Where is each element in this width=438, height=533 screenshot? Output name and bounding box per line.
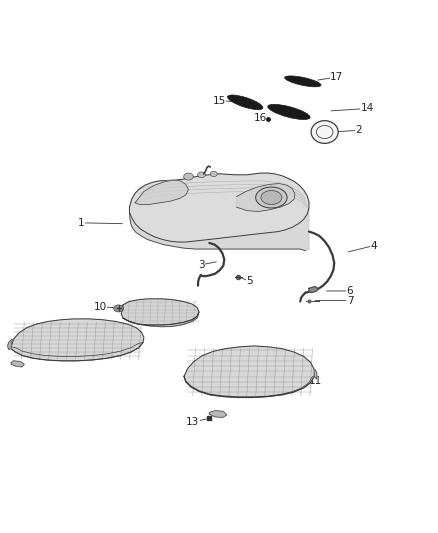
Polygon shape (314, 369, 317, 379)
Ellipse shape (311, 120, 338, 143)
Text: 10: 10 (94, 302, 107, 312)
Text: 14: 14 (361, 103, 374, 114)
Polygon shape (209, 410, 227, 417)
Text: 16: 16 (254, 113, 268, 123)
Text: 4: 4 (371, 240, 377, 251)
Text: 1: 1 (78, 218, 85, 228)
Text: 12: 12 (33, 340, 46, 350)
Text: 8: 8 (181, 302, 187, 312)
Polygon shape (184, 346, 314, 398)
Ellipse shape (316, 125, 333, 139)
Polygon shape (309, 287, 318, 293)
Polygon shape (11, 319, 144, 361)
Text: 5: 5 (246, 276, 253, 286)
Polygon shape (8, 339, 14, 350)
Polygon shape (135, 180, 188, 205)
Text: 3: 3 (198, 260, 205, 270)
Ellipse shape (114, 305, 124, 312)
Polygon shape (123, 312, 199, 327)
Ellipse shape (227, 95, 263, 110)
Ellipse shape (256, 187, 287, 208)
Ellipse shape (210, 171, 217, 176)
Text: 7: 7 (346, 296, 353, 305)
Polygon shape (11, 361, 24, 367)
Text: 11: 11 (308, 376, 321, 386)
Polygon shape (11, 343, 143, 361)
Text: 17: 17 (330, 72, 343, 82)
Polygon shape (130, 208, 309, 251)
Polygon shape (237, 183, 295, 212)
Ellipse shape (184, 173, 193, 180)
Ellipse shape (285, 76, 321, 87)
Ellipse shape (261, 190, 282, 205)
Polygon shape (184, 376, 314, 398)
Ellipse shape (268, 104, 310, 119)
Ellipse shape (198, 172, 205, 177)
Text: 2: 2 (355, 125, 362, 135)
Text: 9: 9 (155, 317, 161, 327)
Text: 13: 13 (186, 417, 199, 427)
Polygon shape (121, 299, 199, 325)
Text: 15: 15 (212, 95, 226, 106)
Text: 6: 6 (346, 286, 353, 296)
Polygon shape (130, 173, 309, 242)
